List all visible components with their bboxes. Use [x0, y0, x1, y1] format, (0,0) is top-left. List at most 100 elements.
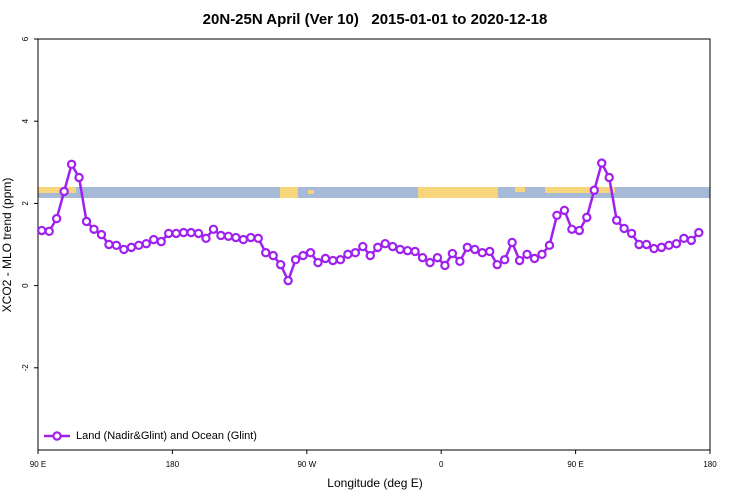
y-tick-label: 4	[21, 118, 30, 123]
point	[126, 242, 137, 253]
point	[507, 237, 517, 248]
point	[455, 256, 465, 267]
legend-label: Land (Nadir&Glint) and Ocean (Glint)	[76, 430, 257, 442]
point	[477, 248, 487, 258]
plot-frame	[37, 38, 711, 451]
point	[417, 252, 428, 263]
point	[694, 227, 704, 238]
x-tick-label: 180	[166, 460, 180, 469]
point	[492, 259, 502, 270]
point	[641, 239, 652, 250]
point	[313, 257, 323, 268]
point	[171, 228, 181, 239]
point	[470, 244, 480, 255]
point	[626, 228, 637, 239]
point	[89, 224, 99, 234]
point	[59, 186, 69, 197]
point	[119, 244, 129, 255]
point	[186, 227, 196, 238]
point	[499, 255, 510, 265]
point	[619, 223, 629, 234]
point	[320, 253, 331, 264]
x-tick-label: 90 E	[567, 460, 583, 469]
point	[589, 185, 599, 195]
point	[305, 248, 316, 258]
point	[447, 248, 458, 259]
point	[664, 240, 674, 251]
point	[604, 172, 614, 183]
point	[358, 241, 368, 252]
x-axis-label: Longitude (deg E)	[327, 476, 422, 490]
point	[567, 224, 577, 234]
point	[671, 238, 682, 249]
point	[104, 239, 114, 250]
y-tick-label: 6	[21, 36, 30, 41]
point	[552, 210, 562, 221]
point	[522, 249, 532, 260]
point	[387, 241, 398, 252]
y-tick-label: 2	[21, 201, 30, 206]
point	[51, 213, 62, 224]
x-tick-label: 180	[703, 460, 717, 469]
chart-title: 20N-25N April (Ver 10) 2015-01-01 to 202…	[203, 11, 548, 28]
point	[582, 212, 592, 223]
point	[290, 255, 301, 265]
point	[193, 228, 204, 239]
x-tick-label: 90 W	[297, 460, 316, 469]
point	[66, 159, 77, 170]
point	[44, 226, 54, 237]
point	[574, 225, 585, 236]
point	[597, 158, 607, 168]
point	[440, 260, 450, 271]
x-tick-label: 0	[439, 460, 444, 469]
point	[74, 172, 84, 183]
point	[537, 249, 547, 260]
point	[216, 230, 226, 241]
point	[462, 242, 473, 253]
point	[37, 225, 47, 236]
point	[514, 255, 525, 266]
point	[134, 240, 144, 251]
point	[96, 229, 107, 240]
point	[261, 248, 271, 258]
point	[380, 238, 390, 249]
point	[350, 248, 361, 258]
point	[231, 232, 241, 243]
point	[529, 253, 540, 264]
legend-marker	[52, 431, 62, 441]
point	[223, 231, 234, 241]
point	[544, 240, 555, 251]
point	[178, 227, 189, 238]
land-ocean-strip	[38, 187, 710, 198]
point	[373, 242, 383, 253]
series-line	[41, 159, 700, 284]
point	[611, 215, 622, 225]
point	[343, 249, 353, 260]
point	[163, 228, 174, 239]
point	[365, 250, 375, 261]
point	[328, 255, 338, 266]
point	[298, 250, 308, 261]
point	[686, 235, 697, 246]
point	[634, 239, 644, 250]
point	[402, 245, 413, 256]
y-axis-label: XCO2 - MLO trend (ppm)	[0, 178, 14, 313]
point	[201, 233, 211, 244]
point	[410, 246, 420, 257]
y-tick-label: 0	[21, 283, 30, 288]
point	[335, 255, 346, 265]
point	[283, 275, 293, 286]
point	[275, 259, 286, 270]
point	[649, 243, 659, 254]
point	[81, 216, 92, 227]
point	[679, 233, 689, 244]
point	[156, 236, 166, 247]
point	[149, 234, 159, 245]
point	[246, 232, 256, 243]
point	[559, 205, 570, 216]
point	[656, 242, 667, 253]
point	[395, 244, 405, 255]
point	[238, 234, 249, 245]
point	[208, 224, 219, 234]
